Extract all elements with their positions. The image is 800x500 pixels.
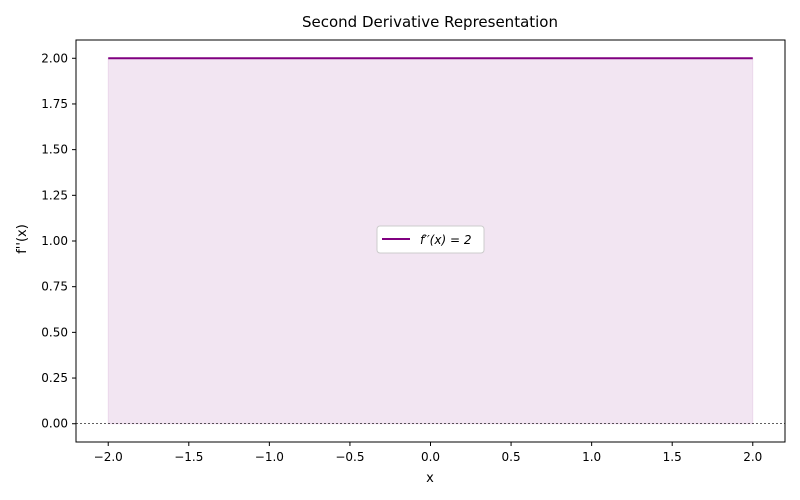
x-tick-label: −2.0 (94, 450, 123, 464)
y-tick-label: 1.50 (41, 143, 68, 157)
x-tick-label: −1.0 (255, 450, 284, 464)
y-tick-label: 0.00 (41, 417, 68, 431)
axes: −2.0 −1.5 −1.0 −0.5 0.0 0.5 1.0 1.5 2.0 0.00 0.25 0… (41, 39, 786, 464)
y-tick-label: 1.75 (41, 97, 68, 111)
x-tick-label: −1.5 (174, 450, 203, 464)
x-tick-label: 0.5 (502, 450, 521, 464)
y-tick-label: 1.25 (41, 188, 68, 202)
x-tick-label: 0.0 (421, 450, 440, 464)
x-tick-label: 1.0 (582, 450, 601, 464)
x-axis-label: x (426, 471, 434, 486)
y-axis-label: f''(x) (15, 224, 30, 254)
legend: f′′(x) = 2 (376, 225, 485, 254)
x-tick-label: 1.5 (663, 450, 682, 464)
y-tick-label: 1.00 (41, 234, 68, 248)
chart-title: Second Derivative Representation (302, 13, 558, 31)
y-tick-label: 0.50 (41, 325, 68, 339)
x-tick-label: −0.5 (335, 450, 364, 464)
y-tick-label: 0.75 (41, 280, 68, 294)
y-tick-label: 0.25 (41, 371, 68, 385)
legend-label: f′′(x) = 2 (420, 233, 471, 247)
y-tick-label: 2.00 (41, 51, 68, 65)
x-tick-label: 2.0 (743, 450, 762, 464)
legend-box (376, 225, 485, 254)
